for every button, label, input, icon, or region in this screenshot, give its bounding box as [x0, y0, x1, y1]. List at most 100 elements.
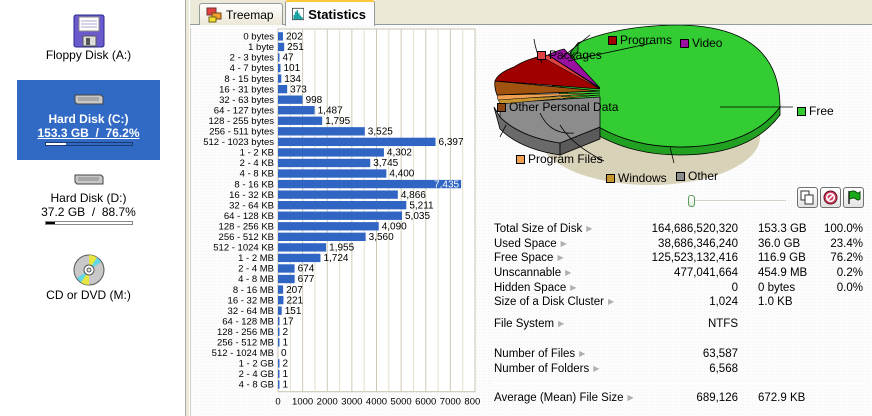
- histogram-bar[interactable]: [278, 369, 280, 379]
- drive-floppy-a[interactable]: Floppy Disk (A:): [17, 14, 160, 70]
- histogram-bar[interactable]: [278, 232, 366, 241]
- histogram-bar[interactable]: [278, 295, 284, 305]
- histogram-bar[interactable]: [278, 264, 295, 273]
- pie-chart-svg: [493, 25, 793, 185]
- histogram-bar[interactable]: [278, 243, 327, 252]
- pie-slice-windows[interactable]: [497, 94, 601, 105]
- copy-icon: [800, 190, 814, 205]
- drive-hard-disk-c[interactable]: Hard Disk (C:) 153.3 GB / 76.2%: [17, 80, 160, 160]
- histogram-bar[interactable]: [278, 222, 379, 231]
- tab-treemap[interactable]: Treemap: [199, 3, 283, 25]
- stat-value-bytes: 38,686,346,240: [658, 237, 738, 250]
- pie-slice-other[interactable]: [499, 96, 601, 144]
- pie-label-free: Free: [797, 104, 834, 118]
- slider-thumb[interactable]: [688, 195, 695, 207]
- histogram-bar[interactable]: [278, 169, 387, 178]
- stat-label[interactable]: Number of Folders ▶: [494, 362, 599, 377]
- histogram-bar[interactable]: [278, 32, 283, 41]
- histogram-bar[interactable]: [278, 253, 321, 263]
- value-label: 373: [290, 84, 307, 95]
- histogram-bar[interactable]: [278, 127, 365, 136]
- histogram-bar[interactable]: [278, 359, 280, 368]
- x-tick-label: 7000: [440, 397, 461, 408]
- category-label: 256 - 512 MB: [217, 338, 274, 349]
- copy-button[interactable]: [797, 187, 818, 208]
- drive-name: CD or DVD (M:): [46, 288, 131, 302]
- histogram-bar[interactable]: [278, 201, 407, 210]
- stat-row-free-space: Free Space ▶ 125,523,132,416 116.9 GB 76.2%: [494, 251, 868, 266]
- legend-text: Programs: [620, 33, 673, 47]
- stat-label[interactable]: Size of a Disk Cluster ▶: [494, 295, 614, 310]
- divider: [494, 338, 868, 340]
- drive-usage-bar: [44, 221, 133, 225]
- category-label: 8 - 15 bytes: [224, 74, 274, 85]
- legend-swatch: [797, 106, 806, 116]
- pie-zoom-slider[interactable]: [688, 195, 788, 207]
- pie-slice-other-personal-data[interactable]: [494, 80, 601, 96]
- histogram-bar[interactable]: [278, 317, 280, 326]
- histogram-bar[interactable]: [278, 274, 295, 284]
- category-label: 64 - 127 bytes: [214, 105, 274, 116]
- histogram-bar[interactable]: [278, 306, 282, 315]
- pie-label-windows: Windows: [606, 171, 667, 185]
- stat-label[interactable]: File System ▶: [494, 317, 564, 332]
- expand-arrow-icon: ▶: [607, 297, 615, 307]
- histogram-bar[interactable]: [278, 63, 281, 73]
- tab-label: Treemap: [226, 7, 274, 22]
- histogram-bar[interactable]: [278, 137, 436, 147]
- histogram-bar[interactable]: [278, 158, 371, 168]
- category-label: 64 - 128 KB: [224, 211, 274, 222]
- stat-label[interactable]: Used Space ▶: [494, 237, 567, 252]
- histogram-bar[interactable]: [278, 116, 323, 125]
- tab-statistics[interactable]: Statistics: [285, 0, 375, 26]
- pie-slice-program-files[interactable]: [496, 92, 601, 101]
- tab-strip: Treemap Statistics: [190, 0, 872, 26]
- category-label: 32 - 64 KB: [229, 200, 274, 211]
- histogram-bar[interactable]: [278, 179, 462, 189]
- stat-label[interactable]: Total Size of Disk ▶: [494, 222, 592, 237]
- stat-label[interactable]: Hidden Space ▶: [494, 281, 576, 296]
- tab-label: Statistics: [308, 6, 366, 22]
- value-label: 674: [298, 264, 315, 275]
- histogram-bar[interactable]: [278, 338, 280, 347]
- histogram-bar[interactable]: [278, 74, 282, 83]
- value-label: 3,560: [369, 232, 394, 243]
- histogram-bar[interactable]: [278, 327, 280, 336]
- drive-name: Hard Disk (C:): [48, 112, 129, 126]
- divider: [494, 383, 868, 385]
- histogram-bar[interactable]: [278, 148, 384, 157]
- histogram-bar[interactable]: [278, 211, 402, 220]
- value-label: 0: [281, 348, 287, 359]
- stat-label[interactable]: Unscannable ▶: [494, 266, 571, 281]
- category-label: 16 - 32 MB: [228, 295, 274, 306]
- pie-label-packages: Packages: [537, 48, 602, 62]
- stat-value-bytes: 0: [731, 281, 738, 294]
- flag-button[interactable]: [843, 187, 864, 208]
- histogram-bar[interactable]: [278, 42, 285, 52]
- histogram-bar[interactable]: [278, 285, 284, 294]
- value-label: 1: [283, 380, 289, 391]
- category-label: 16 - 31 bytes: [219, 84, 274, 95]
- stat-label[interactable]: Free Space ▶: [494, 251, 564, 266]
- stat-label[interactable]: Average (Mean) File Size ▶: [494, 391, 634, 406]
- pie-label-program-files: Program Files: [516, 152, 603, 166]
- category-label: 128 - 256 MB: [217, 327, 274, 338]
- category-label: 512 - 1023 bytes: [203, 137, 274, 148]
- drive-cd-dvd-m[interactable]: CD or DVD (M:): [17, 254, 160, 306]
- drive-hard-disk-d[interactable]: Hard Disk (D:) 37.2 GB / 88.7%: [17, 172, 160, 234]
- histogram-bar[interactable]: [278, 53, 280, 62]
- histogram-bar[interactable]: [278, 190, 398, 199]
- stat-value-size: 1.0 KB: [758, 296, 793, 309]
- legend-swatch: [537, 50, 546, 60]
- cancel-button[interactable]: [820, 187, 841, 208]
- stat-label[interactable]: Number of Files ▶: [494, 347, 585, 362]
- stat-row-file-system: File System ▶ NTFS: [494, 317, 868, 332]
- histogram-bar[interactable]: [278, 84, 288, 94]
- histogram-bar[interactable]: [278, 380, 280, 389]
- treemap-icon: [206, 7, 222, 22]
- pie-slice-video[interactable]: [547, 48, 601, 89]
- histogram-bar[interactable]: [278, 95, 303, 104]
- hard-disk-icon: [74, 94, 103, 105]
- expand-arrow-icon: ▶: [586, 224, 593, 233]
- histogram-bar[interactable]: [278, 106, 315, 115]
